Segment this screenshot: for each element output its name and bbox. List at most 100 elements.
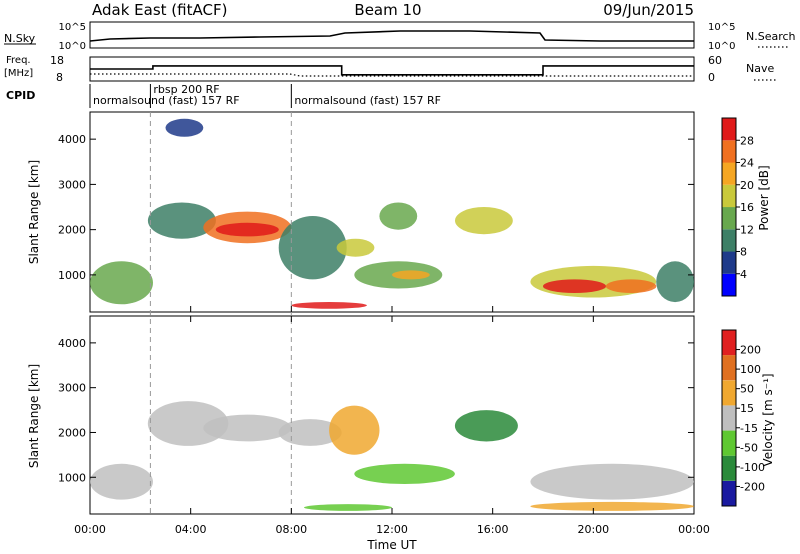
colorbar-swatch [722, 162, 736, 185]
echo-region [354, 463, 455, 484]
x-axis-label: Time UT [366, 538, 417, 552]
echo-region [543, 279, 606, 294]
colorbar-tick-label: 50 [740, 383, 754, 396]
nsky-tick-hi-right: 10^5 [708, 22, 735, 33]
velocity-panel: 1000 2000 3000 4000 Slant Range [km] 200 100… [27, 315, 775, 515]
freq-trace [90, 65, 694, 76]
echo-region [147, 202, 216, 239]
colorbar-tick-label: -200 [740, 480, 765, 493]
velocity-ylabel: Slant Range [km] [27, 364, 41, 468]
colorbar-swatch [722, 207, 736, 230]
echo-region [278, 216, 347, 280]
y-tick-label: 2000 [58, 426, 86, 439]
nsky-right-label: N.Search [746, 30, 796, 43]
freq-left-label-2: [MHz] [4, 68, 33, 79]
colorbar-tick-label: -50 [740, 441, 758, 454]
colorbar-swatch [722, 355, 736, 381]
velocity-yticks: 1000 2000 3000 4000 [58, 337, 694, 484]
echo-region [392, 270, 430, 280]
cpid-label: CPID [6, 89, 35, 102]
x-tick-label: 12:00 [376, 523, 408, 536]
freq-frame [89, 56, 695, 82]
x-axis: 00:00 04:00 08:00 12:00 16:00 20:00 00:00 [74, 306, 710, 536]
colorbar-tick-label: 20 [740, 179, 754, 192]
echo-region [90, 463, 153, 500]
echo-region [530, 501, 694, 511]
echo-region [291, 302, 367, 309]
colorbar-swatch [722, 430, 736, 456]
velocity-regions [90, 401, 694, 511]
colorbar-tick-label: 8 [740, 246, 747, 259]
colorbar-tick-label: 100 [740, 363, 761, 376]
echo-region [90, 261, 153, 305]
colorbar-tick-label: 15 [740, 402, 754, 415]
freq-left-label-1: Freq. [6, 55, 31, 66]
colorbar-swatch [722, 251, 736, 274]
colorbar-swatch [722, 118, 736, 141]
cpid-program-label: rbsp 200 RF [153, 83, 219, 96]
nsky-tick-hi-left: 10^5 [59, 22, 86, 33]
colorbar-swatch [722, 380, 736, 406]
nsky-tick-lo-right: 10^0 [708, 41, 735, 52]
colorbar-swatch [722, 455, 736, 481]
colorbar-tick-label: 16 [740, 201, 754, 214]
echo-region [165, 118, 204, 137]
x-tick-label: 00:00 [678, 523, 710, 536]
nave-label: Nave [746, 62, 774, 75]
echo-region [329, 405, 380, 455]
velocity-colorbar-label: Velocity [m s⁻¹] [761, 373, 775, 466]
echo-region [304, 504, 392, 511]
colorbar-swatch [722, 184, 736, 208]
nave-trace [90, 73, 694, 77]
colorbar-tick-label: 12 [740, 223, 754, 236]
colorbar-tick-label: 200 [740, 344, 761, 357]
colorbar-swatch [722, 480, 736, 506]
colorbar-frame [721, 329, 737, 507]
colorbar-swatch [722, 273, 736, 297]
echo-region [278, 419, 342, 446]
colorbar-swatch [722, 330, 736, 356]
power-colorbar: 28 24 20 16 12 8 4 [721, 117, 754, 297]
echo-region [147, 401, 229, 446]
beam-title: Beam 10 [354, 1, 421, 19]
x-tick-label: 08:00 [275, 523, 307, 536]
cpid-program-label: normalsound (fast) 157 RF [93, 94, 240, 107]
power-ylabel: Slant Range [km] [27, 160, 41, 264]
nsky-trace [89, 30, 694, 42]
colorbar-tick-label: -100 [740, 461, 765, 474]
colorbar-swatch [722, 405, 736, 431]
echo-region [455, 207, 513, 235]
y-tick-label: 4000 [58, 337, 86, 350]
nsky-left-label: N.Sky [4, 32, 36, 45]
echo-region [530, 463, 694, 500]
power-colorbar-label: Power [dB] [757, 165, 771, 230]
y-tick-label: 4000 [58, 133, 86, 146]
colorbar-tick-label: -15 [740, 422, 758, 435]
freq-tick-hi: 18 [50, 54, 64, 67]
power-yticks: 1000 2000 3000 4000 [58, 133, 694, 282]
date-title: 09/Jun/2015 [603, 1, 694, 19]
nave-tick-lo: 0 [708, 71, 715, 84]
freq-tick-lo: 8 [56, 71, 63, 84]
echo-region [336, 238, 375, 257]
echo-region [656, 261, 694, 303]
station-title: Adak East (fitACF) [92, 1, 227, 19]
power-panel: 1000 2000 3000 4000 Slant Range [km] 28 24 20… [27, 111, 771, 313]
y-tick-label: 3000 [58, 178, 86, 191]
freq-panel: Freq. [MHz] 18 8 60 0 Nave CPID [4, 54, 778, 102]
power-regions [90, 118, 694, 309]
y-tick-label: 1000 [58, 471, 86, 484]
x-tick-label: 20:00 [577, 523, 609, 536]
colorbar-swatch [722, 229, 736, 252]
colorbar-swatch [722, 140, 736, 163]
y-tick-label: 3000 [58, 382, 86, 395]
x-tick-label: 04:00 [175, 523, 207, 536]
echo-region [605, 279, 657, 294]
velocity-colorbar: 200 100 50 15 -15 -50 -100 -200 [721, 329, 765, 507]
nsky-panel: N.Sky 10^5 10^0 10^5 10^0 N.Search [4, 21, 796, 52]
echo-region [203, 414, 292, 442]
echo-region [379, 202, 418, 230]
x-tick-label: 16:00 [477, 523, 509, 536]
